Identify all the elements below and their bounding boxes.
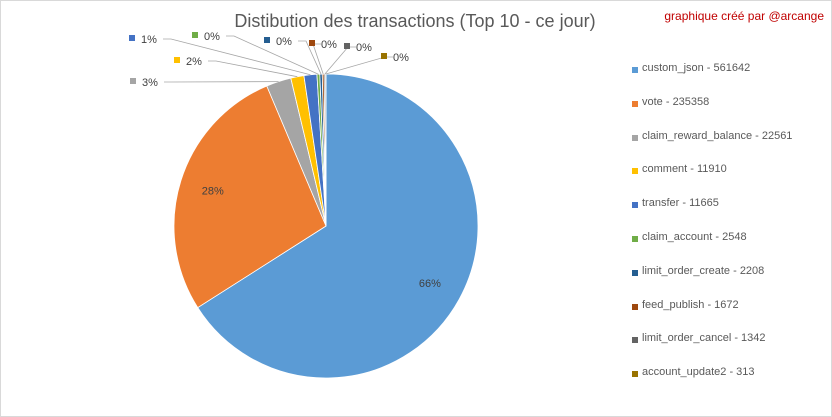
chart-credit: graphique créé par @arcange — [664, 9, 824, 23]
slice-label: 28% — [202, 186, 224, 198]
legend-label: transfer - 11665 — [642, 197, 719, 210]
legend-item: claim_reward_balance - 22561 — [632, 129, 827, 163]
slice-label: 2% — [186, 56, 202, 68]
leader-line — [298, 40, 322, 75]
legend-swatch — [632, 303, 638, 310]
slice-label: 3% — [142, 77, 158, 89]
slice-label: 1% — [141, 34, 157, 46]
legend-swatch — [632, 337, 638, 344]
legend-swatch — [632, 371, 638, 378]
legend-label: account_update2 - 313 — [642, 366, 755, 379]
leader-line — [163, 38, 311, 76]
label-swatch — [174, 57, 180, 63]
slice-label: 0% — [321, 39, 337, 51]
legend-label: claim_account - 2548 — [642, 230, 747, 243]
legend-swatch — [632, 67, 638, 73]
label-swatch — [129, 35, 135, 41]
slice-label: 0% — [204, 31, 220, 43]
legend-swatch — [632, 168, 638, 175]
leader-line — [325, 56, 393, 75]
legend-item: vote - 235358 — [632, 95, 827, 129]
legend-item: limit_order_cancel - 1342 — [632, 331, 827, 365]
label-swatch — [344, 43, 350, 49]
legend-item: limit_order_create - 2208 — [632, 264, 827, 298]
pie-slice — [173, 85, 327, 309]
legend-item: custom_json - 561642 — [632, 61, 827, 95]
legend-label: claim_reward_balance - 22561 — [642, 129, 793, 142]
leader-line — [208, 60, 298, 78]
legend-label: custom_json - 561642 — [642, 62, 751, 74]
legend-label: limit_order_cancel - 1342 — [642, 332, 766, 345]
legend-item: transfer - 11665 — [632, 196, 827, 230]
legend-item: account_update2 - 313 — [632, 365, 827, 399]
chart-legend: custom_json - 561642 vote - 235358 claim_r… — [632, 61, 827, 399]
legend-label: feed_publish - 1672 — [642, 298, 739, 311]
legend-label: limit_order_create - 2208 — [642, 264, 765, 277]
slice-label: 0% — [393, 52, 409, 64]
label-swatch — [381, 53, 387, 59]
slice-label: 0% — [356, 42, 372, 54]
label-swatch — [264, 37, 270, 43]
slice-label: 0% — [276, 36, 292, 48]
legend-item: claim_account - 2548 — [632, 230, 827, 264]
label-swatch — [130, 78, 136, 84]
legend-label: comment - 11910 — [642, 163, 727, 176]
legend-swatch — [632, 235, 638, 242]
legend-label: vote - 235358 — [642, 95, 710, 108]
legend-swatch — [632, 202, 638, 209]
legend-item: feed_publish - 1672 — [632, 298, 827, 332]
legend-item: comment - 11910 — [632, 162, 827, 196]
legend-swatch — [632, 100, 638, 107]
slice-label: 66% — [419, 278, 441, 290]
leader-line — [226, 35, 319, 75]
chart-title: Distibution des transactions (Top 10 - c… — [234, 11, 596, 31]
label-swatch — [309, 40, 315, 46]
pie-slice — [197, 73, 479, 379]
label-swatch — [192, 32, 198, 38]
legend-swatch — [632, 134, 638, 141]
legend-swatch — [632, 269, 638, 276]
